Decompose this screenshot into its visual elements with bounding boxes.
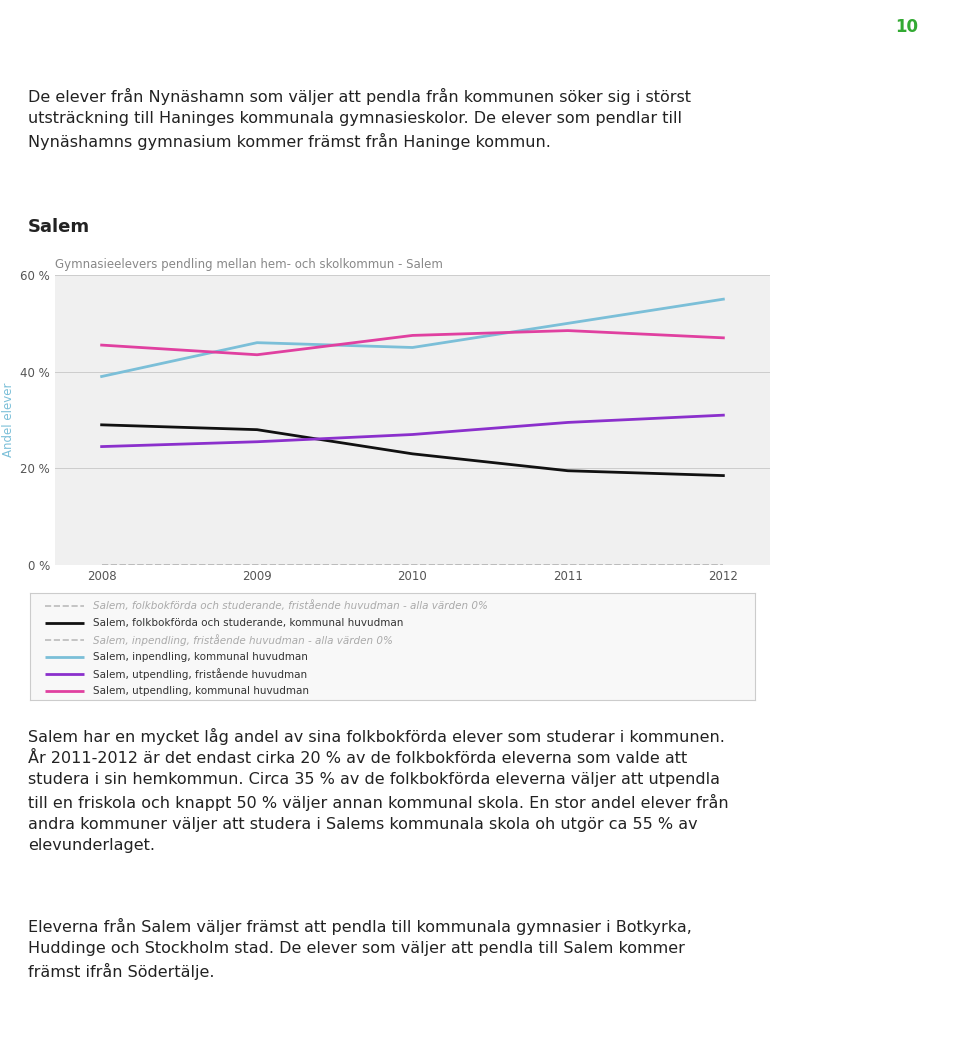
Text: Salem, folkbokförda och studerande, kommunal huvudman: Salem, folkbokförda och studerande, komm… bbox=[93, 618, 403, 627]
Text: Salem: Salem bbox=[28, 218, 90, 236]
Text: Salem, utpendling, kommunal huvudman: Salem, utpendling, kommunal huvudman bbox=[93, 687, 309, 696]
Text: Gymnasieelevers pendling mellan hem- och skolkommun - Salem: Gymnasieelevers pendling mellan hem- och… bbox=[55, 258, 443, 271]
Text: De elever från Nynäshamn som väljer att pendla från kommunen söker sig i störst
: De elever från Nynäshamn som väljer att … bbox=[28, 88, 691, 150]
Text: Salem, inpendling, kommunal huvudman: Salem, inpendling, kommunal huvudman bbox=[93, 652, 308, 662]
Text: Salem, utpendling, fristående huvudman: Salem, utpendling, fristående huvudman bbox=[93, 668, 307, 681]
Text: Salem har en mycket låg andel av sina folkbokförda elever som studerar i kommune: Salem har en mycket låg andel av sina fo… bbox=[28, 728, 729, 853]
Text: 10: 10 bbox=[895, 18, 918, 35]
Text: Salem, folkbokförda och studerande, fristående huvudman - alla värden 0%: Salem, folkbokförda och studerande, fris… bbox=[93, 600, 488, 612]
Y-axis label: Andel elever: Andel elever bbox=[2, 383, 14, 457]
Text: Eleverna från Salem väljer främst att pendla till kommunala gymnasier i Botkyrka: Eleverna från Salem väljer främst att pe… bbox=[28, 918, 692, 980]
Text: Salem, inpendling, fristående huvudman - alla värden 0%: Salem, inpendling, fristående huvudman -… bbox=[93, 634, 393, 646]
